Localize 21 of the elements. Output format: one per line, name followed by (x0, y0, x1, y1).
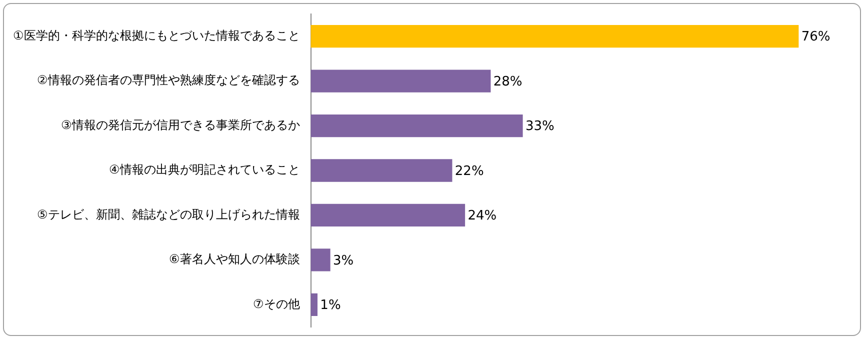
bar (310, 293, 318, 316)
y-tick-label: ⑥著名人や知人の体験談 (168, 252, 300, 266)
data-label: 22% (454, 164, 484, 179)
bar (310, 204, 466, 227)
data-label: 33% (525, 119, 554, 134)
y-tick-label: ①医学的・科学的な根拠にもとづいた情報であること (12, 28, 300, 42)
data-label: 76% (801, 30, 830, 45)
bar (310, 70, 491, 92)
bar (310, 248, 330, 272)
bar (310, 159, 452, 182)
data-label: 1% (320, 298, 341, 314)
y-tick-label: ③情報の発信元が信用できる事業所であるか (60, 118, 300, 132)
y-tick-label: ⑦その他 (252, 296, 300, 311)
y-tick-label: ②情報の発信者の専門性や熟練度などを確認する (36, 73, 300, 88)
y-tick-label: ④情報の出典が明記されていること (108, 162, 300, 177)
bar (310, 25, 799, 48)
data-label: 28% (493, 74, 522, 90)
data-label: 24% (468, 208, 497, 224)
y-tick-label: ⑤テレビ、新聞、雑誌などの取り上げられた情報 (36, 207, 300, 222)
data-label: 3% (333, 253, 354, 268)
bar (310, 114, 523, 138)
